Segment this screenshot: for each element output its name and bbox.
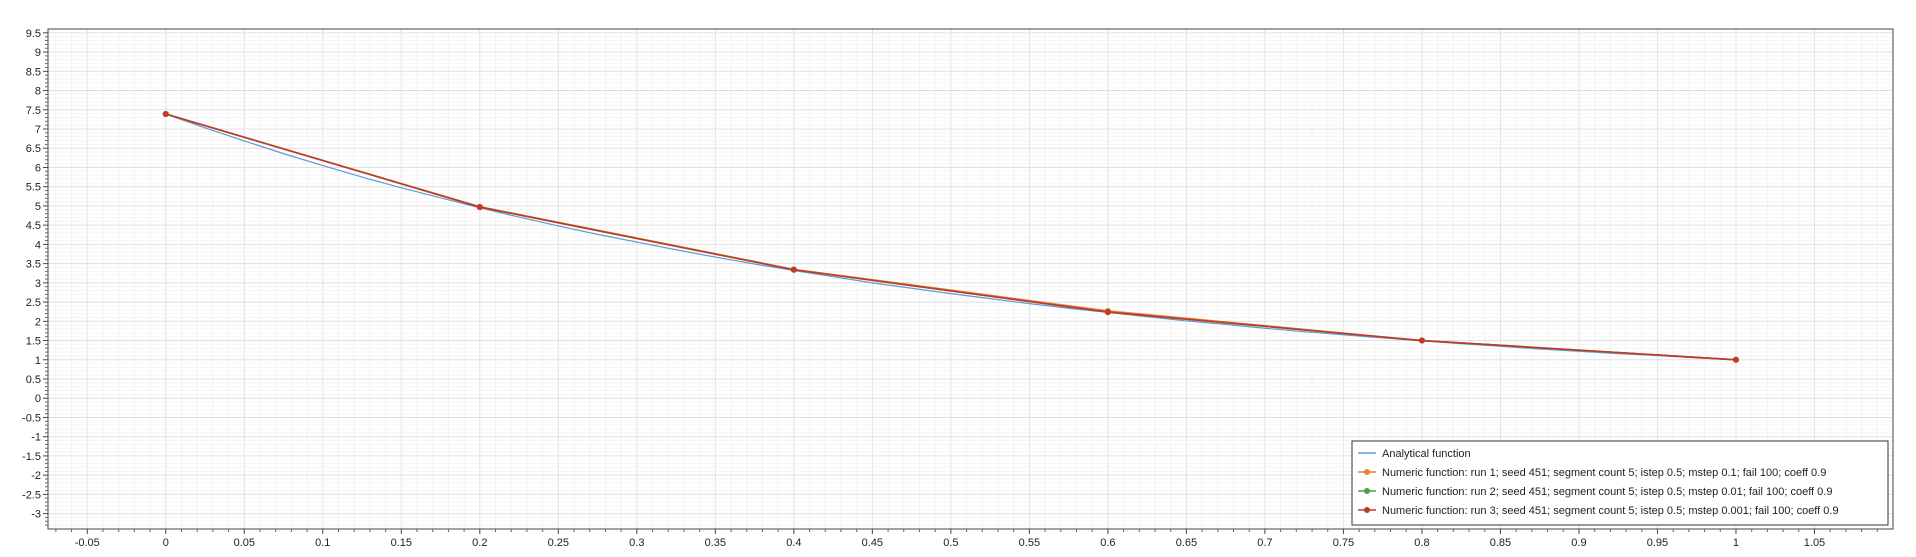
x-tick-label: 0.7 — [1257, 537, 1272, 549]
y-tick-label: 0 — [35, 393, 41, 405]
y-tick-label: 7.5 — [26, 105, 41, 117]
x-tick-label: 0.3 — [629, 537, 644, 549]
legend-entry: Numeric function: run 2; seed 451; segme… — [1382, 486, 1832, 498]
y-tick-label: -1.5 — [22, 451, 41, 463]
x-tick-label: 0.05 — [234, 537, 255, 549]
series-line-4 — [165, 113, 1737, 361]
x-tick-label: -0.05 — [75, 537, 100, 549]
y-tick-label: 9 — [35, 47, 41, 59]
legend-swatch-marker — [1364, 469, 1370, 475]
y-tick-label: 6 — [35, 162, 41, 174]
x-tick-label: 0.75 — [1333, 537, 1354, 549]
x-tick-label: 0.45 — [862, 537, 883, 549]
axes: -0.05 0 0.05 0.1 0.15 0.2 0.25 0.3 0.35 0.4 0.45 0.… — [22, 28, 1878, 549]
x-tick-label: 1 — [1733, 537, 1739, 549]
data-point-series-4 — [1104, 309, 1111, 316]
y-tick-label: 6.5 — [26, 143, 41, 155]
x-tick-label: 0 — [163, 537, 169, 549]
x-tick-label: 0.9 — [1571, 537, 1586, 549]
y-tick-label: 5 — [35, 201, 41, 213]
legend-swatch-marker — [1364, 488, 1370, 494]
data-point-series-4 — [1418, 337, 1425, 344]
legend-entry: Numeric function: run 1; seed 451; segme… — [1382, 467, 1826, 479]
x-tick-label: 0.25 — [548, 537, 569, 549]
x-tick-label: 0.65 — [1176, 537, 1197, 549]
y-tick-label: 8.5 — [26, 66, 41, 78]
x-tick-label: 0.85 — [1490, 537, 1511, 549]
y-tick-label: 1.5 — [26, 336, 41, 348]
x-tick-label: 0.5 — [943, 537, 958, 549]
x-tick-label: 0.95 — [1647, 537, 1668, 549]
y-tick-label: 5.5 — [26, 182, 41, 194]
x-tick-label: 0.2 — [472, 537, 487, 549]
y-tick-label: 9.5 — [26, 28, 41, 40]
legend-swatch-marker — [1364, 507, 1370, 513]
data-point-series-4 — [476, 204, 483, 211]
y-tick-label: 3 — [35, 278, 41, 290]
y-tick-label: 8 — [35, 86, 41, 98]
y-tick-label: 2 — [35, 316, 41, 328]
series-lines — [162, 111, 1739, 363]
y-tick-label: 1 — [35, 355, 41, 367]
y-tick-label: 4 — [35, 239, 41, 251]
y-tick-label: 7 — [35, 124, 41, 136]
data-point-series-4 — [790, 266, 797, 273]
y-tick-label: 0.5 — [26, 374, 41, 386]
y-tick-label: -2.5 — [22, 489, 41, 501]
x-tick-label: 1.05 — [1804, 537, 1825, 549]
y-tick-label: -3 — [31, 509, 41, 521]
data-point-series-4 — [1732, 356, 1739, 363]
x-tick-label: 0.6 — [1100, 537, 1115, 549]
x-tick-label: 0.1 — [315, 537, 330, 549]
x-tick-label: 0.35 — [705, 537, 726, 549]
x-tick-label: 0.55 — [1019, 537, 1040, 549]
y-tick-label: 2.5 — [26, 297, 41, 309]
y-tick-label: 4.5 — [26, 220, 41, 232]
y-tick-label: -0.5 — [22, 412, 41, 424]
legend-box — [1351, 440, 1889, 526]
legend: Analytical function Numeric function: run… — [1351, 440, 1889, 526]
x-tick-label: 0.4 — [786, 537, 801, 549]
x-tick-label: 0.8 — [1414, 537, 1429, 549]
data-point-series-4 — [162, 111, 169, 117]
legend-entry: Analytical function — [1382, 448, 1471, 460]
y-tick-label: -1 — [31, 432, 41, 444]
legend-entry: Numeric function: run 3; seed 451; segme… — [1382, 505, 1839, 517]
y-tick-label: -2 — [31, 470, 41, 482]
x-tick-label: 0.15 — [391, 537, 412, 549]
y-tick-label: 3.5 — [26, 259, 41, 271]
